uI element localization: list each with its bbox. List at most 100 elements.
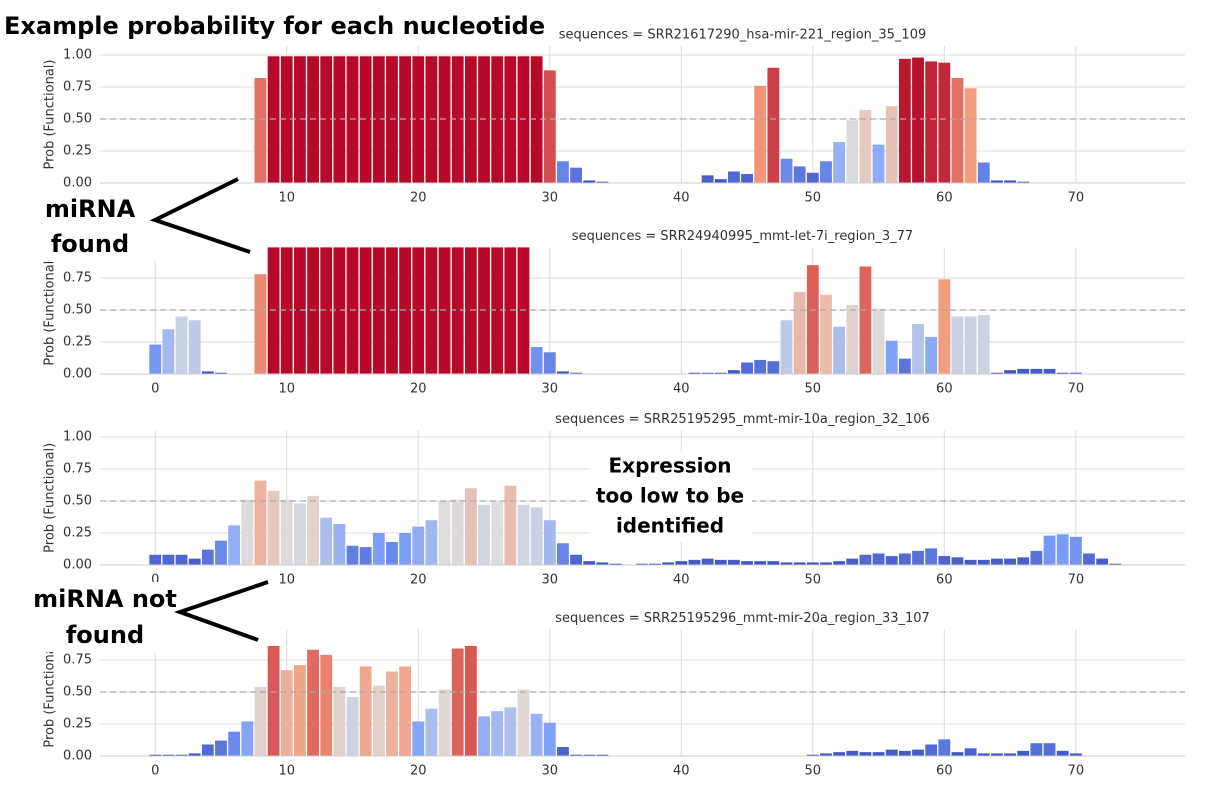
- bar: [491, 56, 504, 183]
- y-tick-label: 0.75: [63, 80, 92, 95]
- bar: [820, 294, 832, 374]
- x-tick-label: 30: [542, 191, 559, 206]
- bar: [1096, 558, 1109, 565]
- x-tick-label: 60: [936, 573, 953, 588]
- x-tick-label: 30: [542, 382, 559, 397]
- bar: [451, 499, 464, 565]
- bar: [820, 753, 832, 756]
- bar: [885, 556, 898, 565]
- bar: [228, 731, 241, 756]
- x-tick-label: 70: [1068, 573, 1085, 588]
- bar: [254, 686, 267, 756]
- bar: [938, 556, 951, 565]
- bar: [1069, 753, 1082, 756]
- bar: [780, 562, 793, 565]
- bar: [846, 558, 859, 565]
- bar: [241, 721, 254, 756]
- y-tick-label: 0.75: [63, 271, 92, 286]
- bar: [320, 56, 333, 183]
- bar: [977, 559, 990, 565]
- bar: [280, 499, 293, 565]
- bar: [175, 316, 188, 374]
- bar: [293, 56, 306, 183]
- bar: [780, 158, 793, 183]
- panel-title: sequences = SRR24940995_mmt-let-7i_regio…: [572, 229, 913, 244]
- bar: [201, 371, 214, 374]
- bar: [543, 722, 556, 756]
- bar: [399, 533, 412, 565]
- bar: [425, 520, 438, 565]
- bar: [333, 56, 346, 183]
- bar: [951, 316, 964, 374]
- y-axis-label: Prob (Functional): [43, 256, 58, 366]
- bars: [149, 645, 1082, 756]
- bar: [991, 372, 1003, 374]
- bar: [557, 371, 569, 374]
- bar: [741, 174, 753, 183]
- bar: [1030, 550, 1043, 565]
- bar: [898, 553, 911, 565]
- bar: [517, 689, 530, 756]
- bar: [333, 524, 346, 565]
- bar: [912, 749, 924, 756]
- bar: [280, 56, 293, 183]
- bar: [372, 56, 385, 183]
- x-tick-label: 60: [936, 191, 953, 206]
- bar: [925, 61, 938, 183]
- x-tick-label: 20: [410, 382, 427, 397]
- bar: [977, 162, 990, 183]
- bar: [977, 753, 990, 756]
- y-tick-label: 1.00: [63, 430, 92, 445]
- bar: [412, 247, 425, 374]
- bar: [727, 171, 740, 183]
- x-tick-label: 20: [410, 764, 427, 779]
- bar: [201, 744, 214, 756]
- bar: [504, 707, 517, 756]
- annotation: identified: [616, 514, 724, 538]
- x-tick-label: 60: [936, 764, 953, 779]
- bar: [504, 485, 517, 565]
- bar: [530, 56, 543, 183]
- bar: [175, 554, 188, 565]
- y-tick-label: 0.25: [63, 144, 92, 159]
- bar: [833, 752, 846, 756]
- bar: [727, 559, 740, 565]
- bar: [859, 266, 872, 374]
- bar: [859, 752, 872, 756]
- bar: [833, 561, 846, 565]
- bar: [1004, 753, 1017, 756]
- bar: [1017, 557, 1030, 565]
- bar: [991, 558, 1003, 565]
- bar: [557, 161, 569, 183]
- x-tick-label: 0: [151, 382, 159, 397]
- bar: [872, 752, 885, 756]
- y-axis-label: Prob (Functional): [43, 443, 58, 553]
- bar: [149, 344, 162, 374]
- annotation: miRNA not: [33, 585, 177, 613]
- bar: [701, 175, 714, 183]
- panel: 0 10 20 30 40 50 60 70 0.00 0.25 0.50 0.75 1.00 seque…: [43, 412, 1185, 588]
- bar: [846, 750, 859, 756]
- bar: [254, 78, 267, 183]
- bar: [635, 563, 648, 565]
- bar: [478, 716, 490, 756]
- x-tick-label: 70: [1068, 764, 1085, 779]
- bar: [267, 645, 280, 756]
- bar: [964, 559, 977, 565]
- bar: [464, 645, 477, 756]
- y-axis-label: Prob (Functional): [43, 60, 58, 170]
- bar: [280, 247, 293, 374]
- y-tick-label: 0.50: [63, 303, 92, 318]
- bar: [478, 504, 490, 565]
- panel: 0 10 20 30 40 50 60 70 0.00 0.25 0.50 0.75 sequences…: [43, 611, 1185, 779]
- bar: [1083, 553, 1095, 565]
- bar: [201, 549, 214, 565]
- panel-title: sequences = SRR25195296_mmt-mir-20a_regi…: [555, 611, 930, 626]
- bar: [320, 517, 333, 565]
- bar: [1004, 180, 1017, 183]
- bar: [254, 274, 267, 374]
- bar: [714, 559, 727, 565]
- bar: [254, 480, 267, 565]
- bar: [557, 543, 569, 565]
- bar: [859, 110, 872, 183]
